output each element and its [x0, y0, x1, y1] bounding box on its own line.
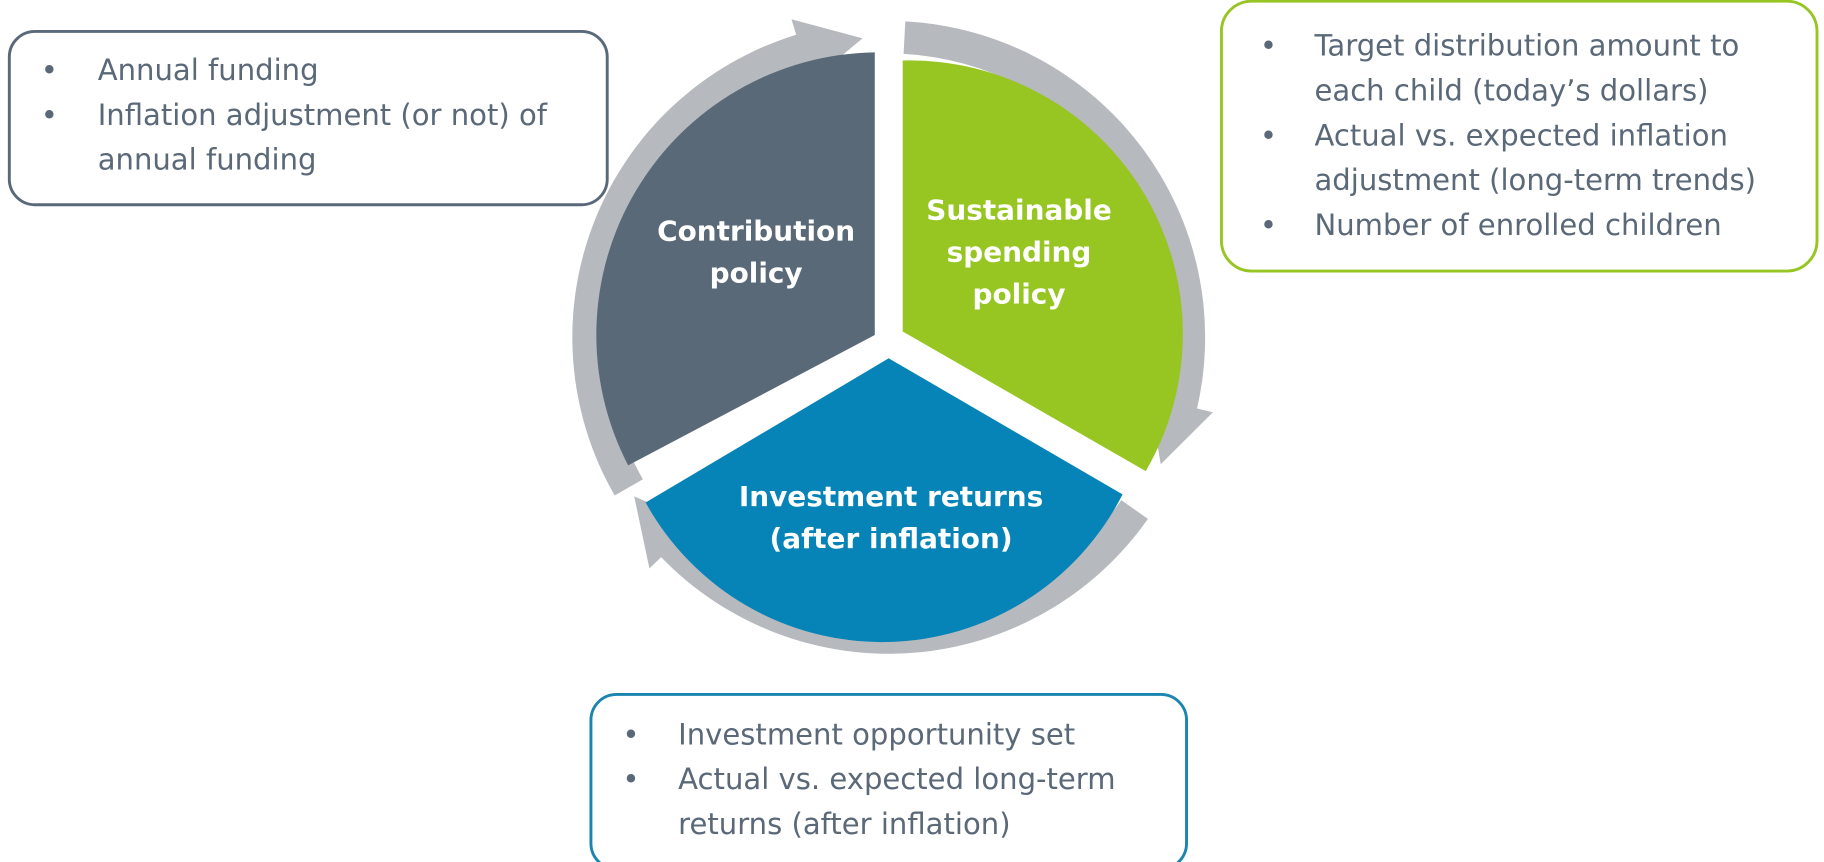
- bullet-marker: •: [41, 53, 58, 87]
- cycle-arrows: [572, 19, 1213, 654]
- bullet-text: adjustment (long-term trends): [1314, 163, 1756, 197]
- bullet-marker: •: [1260, 29, 1277, 63]
- segment-label: policy: [973, 277, 1066, 310]
- bullet-marker: •: [622, 762, 639, 796]
- bullet-text: Actual vs. expected inflation: [1314, 118, 1727, 152]
- bullet-text: Target distribution amount to: [1313, 29, 1739, 63]
- spending-box: [1219, 0, 1819, 273]
- cycle-arrow: [634, 496, 1148, 654]
- segment-label: spending: [947, 236, 1092, 269]
- bullet-text: Inflation adjustment (or not) of: [98, 98, 548, 132]
- investment-wedge: [645, 358, 1123, 643]
- contribution-wedge: [596, 52, 875, 466]
- cycle-arrow: [903, 21, 1213, 465]
- spending-wedge: [902, 60, 1183, 472]
- segment-label: policy: [710, 257, 803, 290]
- bullet-marker: •: [1260, 208, 1277, 242]
- bullet-text: Annual funding: [98, 53, 319, 87]
- segment-label: Contribution: [657, 215, 855, 248]
- bullet-text: Actual vs. expected long-term: [678, 762, 1115, 796]
- contribution-box: [7, 29, 609, 207]
- segment-label: Investment returns: [739, 480, 1043, 513]
- bullet-marker: •: [622, 717, 639, 751]
- investment-box: [589, 693, 1188, 862]
- bullet-text: each child (today’s dollars): [1314, 73, 1708, 107]
- segment-label: Sustainable: [926, 194, 1111, 227]
- bullet-text: returns (after inflation): [678, 807, 1010, 841]
- segment-label: (after inflation): [769, 522, 1012, 555]
- bullet-marker: •: [41, 98, 58, 132]
- bullet-text: Investment opportunity set: [678, 717, 1075, 751]
- bullet-marker: •: [1260, 118, 1277, 152]
- cycle-arrow: [572, 19, 863, 496]
- bullet-text: annual funding: [98, 143, 317, 177]
- bullet-text: Number of enrolled children: [1314, 208, 1721, 242]
